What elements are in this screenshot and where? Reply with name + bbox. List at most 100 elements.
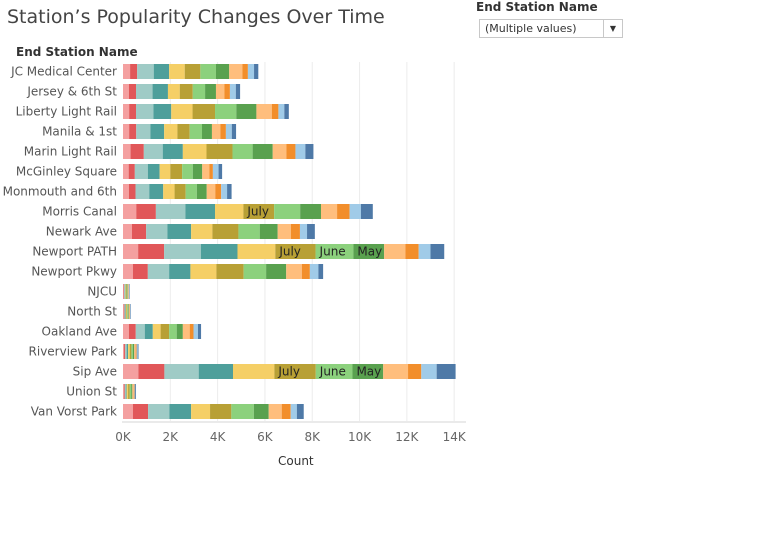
bar-segment [132, 384, 134, 399]
bar-segment [179, 84, 193, 99]
bar-segment [205, 84, 216, 99]
bar-segment [315, 244, 354, 259]
bar-segment [128, 384, 130, 399]
bar-segment [200, 244, 238, 259]
bar-segment [125, 284, 126, 299]
bar-segment [206, 184, 216, 199]
bar-segment [138, 364, 165, 379]
station-label: Manila & 1st [42, 125, 117, 139]
bar-segment [152, 84, 168, 99]
bar-segment [277, 224, 291, 239]
bar-segment [123, 144, 131, 159]
bar-segment [127, 284, 129, 299]
bar-segment [254, 64, 259, 79]
bar-segment [360, 204, 373, 219]
bar-segment [136, 124, 151, 139]
bar-segment [315, 364, 353, 379]
station-label: Morris Canal [42, 205, 117, 219]
bar-segment [128, 344, 130, 359]
bar-segment [237, 244, 276, 259]
station-label: Newport PATH [32, 245, 117, 259]
bar-segment [126, 284, 128, 299]
bar-segment [224, 84, 230, 99]
bar-segment [123, 124, 130, 139]
bar-segment [253, 404, 269, 419]
x-tick-label: 2K [163, 430, 180, 444]
bar-segment [144, 324, 153, 339]
bar-segment [125, 344, 127, 359]
bar-segment [123, 344, 125, 359]
bar-segment [133, 384, 135, 399]
x-tick-label: 14K [443, 430, 467, 444]
bar-segment [185, 204, 216, 219]
bar-segment [125, 384, 127, 399]
bar-segment [123, 384, 124, 399]
bar-segment [126, 344, 129, 359]
end-station-select[interactable]: (Multiple values) ▼ [479, 19, 623, 38]
end-station-filter: End Station Name (Multiple values) ▼ [476, 0, 623, 38]
bar-segment [124, 284, 126, 299]
bar-segment [209, 164, 213, 179]
bar-segment [123, 324, 129, 339]
bar-segment [212, 224, 239, 239]
bar-segment [408, 364, 422, 379]
bar-segment [286, 264, 302, 279]
bar-segment [123, 404, 133, 419]
bar-segment [210, 404, 232, 419]
bar-segment [135, 324, 145, 339]
bar-segment [229, 64, 243, 79]
station-label: Marin Light Rail [24, 145, 117, 159]
bar-segment [164, 124, 178, 139]
station-label: Sip Ave [73, 365, 117, 379]
dropdown-arrow-icon[interactable]: ▼ [603, 20, 622, 37]
bar-segment [430, 244, 445, 259]
station-label: JC Medical Center [10, 65, 117, 79]
bar-segment [202, 124, 212, 139]
bar-segment [185, 184, 197, 199]
bar-segment [153, 104, 172, 119]
bar-segment [221, 184, 228, 199]
bar-segment [129, 104, 137, 119]
bar-segment [148, 404, 170, 419]
bar-segment [352, 364, 384, 379]
bar-segment [192, 104, 216, 119]
bar-segment [295, 144, 306, 159]
bar-segment [231, 404, 254, 419]
bar-segment [123, 384, 125, 399]
bar-segment [307, 224, 315, 239]
bar-segment [309, 264, 319, 279]
bar-segment [169, 404, 192, 419]
bar-segment [274, 204, 301, 219]
bar-segment [129, 384, 132, 399]
bar-segment [125, 284, 127, 299]
x-tick-label: 0K [115, 430, 132, 444]
bar-segment [252, 144, 273, 159]
bar-segment [123, 304, 124, 319]
station-label: McGinley Square [16, 165, 117, 179]
bar-segment [353, 244, 385, 259]
bar-segment [182, 164, 193, 179]
bar-segment [123, 264, 133, 279]
bar-segment [123, 224, 132, 239]
bar-segment [177, 124, 190, 139]
bar-segment [189, 324, 194, 339]
bar-segment [137, 64, 154, 79]
station-label: Jersey & 6th St [26, 85, 117, 99]
bar-segment [127, 304, 128, 319]
filter-label: End Station Name [476, 0, 598, 14]
bar-segment [124, 384, 126, 399]
bar-segment [238, 224, 260, 239]
segment-label: July [278, 245, 301, 259]
bar-segment [170, 164, 183, 179]
bar-segment [305, 144, 314, 159]
bar-segment [229, 84, 236, 99]
bar-segment [232, 144, 253, 159]
bar-segment [124, 344, 126, 359]
bar-segment [128, 304, 130, 319]
bar-segment [128, 84, 137, 99]
bar-segment [164, 244, 201, 259]
segment-label: May [356, 365, 381, 379]
station-label: Union St [66, 385, 117, 399]
bar-segment [243, 264, 267, 279]
